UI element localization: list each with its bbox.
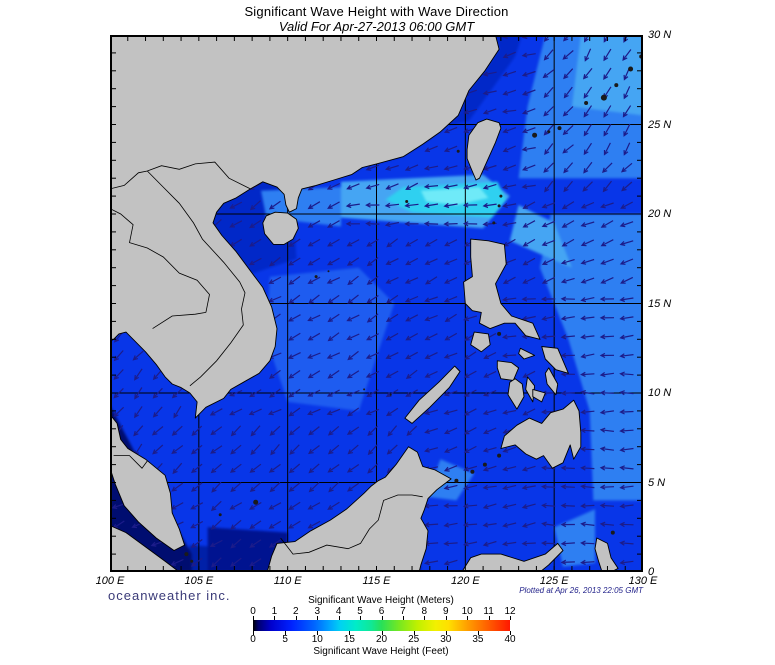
legend-tick-mark <box>413 631 415 635</box>
legend-feet-value: 25 <box>408 634 420 645</box>
lat-label: 15 N <box>648 297 672 310</box>
legend-tick-mark <box>253 631 254 635</box>
legend-tick-mark <box>381 616 383 620</box>
legend-meter-value: 7 <box>400 606 406 617</box>
legend-meter-value: 2 <box>293 606 299 617</box>
legend-tick-mark <box>360 616 362 620</box>
legend-tick-mark <box>295 616 297 620</box>
lat-label: 10 N <box>648 387 672 399</box>
lon-label: 105 E <box>184 575 214 587</box>
legend-tick-mark <box>510 616 511 620</box>
legend-tick-mark <box>317 631 319 635</box>
lon-label: 120 E <box>450 575 480 587</box>
legend-meter-value: 1 <box>271 606 278 617</box>
small-islands-layer <box>184 54 644 563</box>
legend-meter-value: 4 <box>335 606 342 617</box>
legend-tick-mark <box>338 616 340 620</box>
legend-tick-mark <box>445 616 447 620</box>
lon-label: 100 E <box>95 575 125 587</box>
map-frame <box>110 35 643 572</box>
legend-tick-mark <box>477 631 479 635</box>
legend-meter-value: 8 <box>421 606 428 617</box>
legend-meter-value: 10 <box>461 606 473 617</box>
lon-label: 130 E <box>628 575 658 587</box>
legend-feet-value: 15 <box>343 634 355 645</box>
legend-meter-value: 11 <box>483 606 494 617</box>
lat-label: 0 <box>648 566 655 578</box>
valid-time-subtitle: Valid For Apr-27-2013 06:00 GMT <box>278 19 475 34</box>
legend-tick-mark <box>317 616 319 620</box>
page-title: Significant Wave Height with Wave Direct… <box>244 4 509 19</box>
legend-tick-mark <box>402 616 404 620</box>
legend-feet-title: Significant Wave Height (Feet) <box>313 646 449 657</box>
land-layer <box>109 34 619 573</box>
legend-meter-value: 12 <box>504 606 516 617</box>
lon-label: 110 E <box>273 575 302 587</box>
map-plot-area <box>102 27 651 580</box>
lon-label: 115 E <box>362 575 391 587</box>
legend-colorbar <box>253 620 510 631</box>
legend-feet-value: 5 <box>282 634 288 645</box>
legend-meter-value: 5 <box>357 606 363 617</box>
legend-tick-mark <box>445 631 447 635</box>
legend-meter-value: 3 <box>314 606 321 617</box>
legend-tick-mark <box>424 616 426 620</box>
plotted-timestamp: Plotted at Apr 26, 2013 22:05 GMT <box>519 586 643 595</box>
legend-feet-value: 20 <box>375 634 388 645</box>
legend-meter-value: 6 <box>378 606 385 617</box>
legend-tick-mark <box>349 631 351 635</box>
lon-label: 125 E <box>539 575 569 587</box>
legend-feet-value: 40 <box>504 634 516 645</box>
legend-meter-value: 0 <box>250 606 256 617</box>
lat-label: 30 N <box>648 29 672 41</box>
lat-label: 5 N <box>648 476 666 489</box>
lat-label: 25 N <box>648 118 672 131</box>
legend-tick-mark <box>253 616 254 620</box>
map-canvas <box>102 27 651 580</box>
legend-tick-mark <box>381 631 383 635</box>
lat-label: 20 N <box>648 208 672 220</box>
oceanweather-credit: oceanweather inc. <box>108 588 231 603</box>
legend-meter-value: 9 <box>442 606 449 617</box>
legend-feet-value: 0 <box>250 634 256 645</box>
legend-tick-mark <box>285 631 287 635</box>
country-borders-layer <box>109 161 423 555</box>
legend-feet-value: 30 <box>440 634 452 645</box>
legend-meters-title: Significant Wave Height (Meters) <box>308 595 454 606</box>
legend-tick-mark <box>488 616 490 620</box>
legend-tick-mark <box>510 631 511 635</box>
legend-tick-mark <box>467 616 469 620</box>
wave-arrows-layer <box>111 29 634 568</box>
legend-tick-mark <box>274 616 276 620</box>
legend-feet-value: 35 <box>472 634 484 645</box>
legend-feet-value: 10 <box>311 634 323 645</box>
